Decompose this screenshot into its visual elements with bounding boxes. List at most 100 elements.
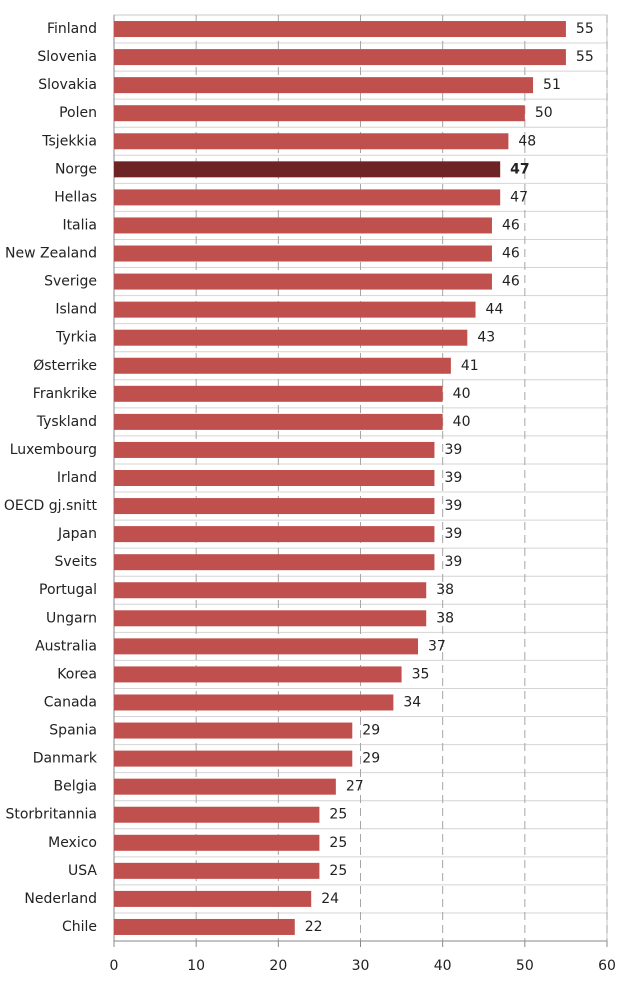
bar (114, 189, 501, 206)
bar (114, 329, 468, 346)
bar (114, 890, 312, 907)
data-label: 27 (346, 779, 364, 795)
data-label: 44 (486, 302, 504, 318)
bar (114, 834, 320, 851)
y-tick-label: Polen (59, 105, 97, 121)
x-tick-label: 10 (187, 958, 205, 974)
data-label: 34 (403, 694, 421, 710)
x-tick-label: 30 (352, 958, 370, 974)
data-label: 47 (510, 161, 529, 177)
bar (114, 694, 394, 711)
y-tick-label: Hellas (54, 189, 97, 205)
y-tick-label: Australia (35, 638, 97, 654)
x-tick-label: 60 (598, 958, 616, 974)
data-label: 43 (477, 330, 495, 346)
y-tick-label: Belgia (54, 779, 97, 795)
data-label: 39 (444, 554, 462, 570)
bar (114, 441, 435, 458)
data-label: 25 (329, 835, 347, 851)
data-label: 55 (576, 49, 594, 65)
data-label: 47 (510, 189, 528, 205)
data-label: 46 (502, 217, 520, 233)
data-label: 29 (362, 723, 380, 739)
data-label: 39 (444, 526, 462, 542)
bar (114, 217, 492, 234)
data-label: 48 (518, 133, 536, 149)
bar (114, 470, 435, 486)
data-label: 22 (305, 919, 323, 935)
data-label: 25 (329, 807, 347, 823)
y-tick-label: Danmark (33, 751, 98, 767)
bar (114, 21, 566, 38)
bar (114, 554, 435, 571)
bar (114, 357, 451, 374)
bar (114, 806, 320, 823)
y-tick-label: Portugal (39, 582, 97, 598)
bar (114, 750, 353, 767)
y-tick-label: Canada (44, 694, 97, 710)
y-tick-label: Sveits (55, 554, 97, 570)
bar (114, 49, 566, 66)
y-tick-label: Mexico (48, 835, 97, 851)
bar (114, 918, 295, 935)
y-tick-label: Østerrike (33, 358, 97, 374)
y-tick-label: Tsjekkia (41, 133, 97, 149)
y-tick-label: Tyskland (36, 414, 97, 430)
y-tick-label: Tyrkia (55, 330, 97, 346)
y-tick-label: Norge (55, 161, 97, 177)
y-tick-label: Japan (57, 526, 97, 542)
data-label: 29 (362, 751, 380, 767)
y-tick-label: Finland (47, 21, 97, 37)
x-tick-label: 0 (110, 958, 119, 974)
data-label: 46 (502, 246, 520, 262)
y-tick-label: OECD gj.snitt (4, 498, 98, 514)
data-label: 39 (444, 442, 462, 458)
y-tick-label: Slovakia (38, 77, 97, 93)
bar (114, 273, 492, 290)
y-tick-label: Frankrike (33, 386, 97, 402)
data-label: 39 (444, 470, 462, 486)
data-label: 40 (453, 414, 471, 430)
bar (114, 526, 435, 543)
x-tick-label: 50 (516, 958, 534, 974)
bar (114, 385, 443, 402)
bar (114, 413, 443, 430)
data-label: 46 (502, 274, 520, 290)
bar (114, 638, 419, 655)
y-tick-label: Sverige (44, 274, 97, 290)
y-tick-label: Luxembourg (10, 442, 97, 458)
y-tick-label: USA (68, 863, 97, 879)
bar (114, 610, 427, 627)
y-tick-label: Korea (57, 666, 97, 682)
y-tick-label: Chile (62, 919, 97, 935)
bar (114, 161, 501, 178)
y-tick-label: Island (55, 302, 97, 318)
y-tick-label: New Zealand (5, 246, 97, 262)
bar (114, 666, 402, 683)
bar (114, 778, 336, 795)
data-label: 55 (576, 21, 594, 37)
bar (114, 582, 427, 599)
bar (114, 77, 534, 94)
y-tick-label: Italia (62, 217, 97, 233)
data-label: 41 (461, 358, 479, 374)
y-tick-label: Storbritannia (5, 807, 97, 823)
x-tick-label: 20 (269, 958, 287, 974)
data-label: 38 (436, 582, 454, 598)
y-tick-label: Irland (57, 470, 97, 486)
data-label: 40 (453, 386, 471, 402)
x-tick-label: 40 (434, 958, 452, 974)
y-tick-label: Spania (49, 723, 97, 739)
bar (114, 862, 320, 879)
data-label: 39 (444, 498, 462, 514)
data-label: 35 (412, 666, 430, 682)
bar (114, 105, 525, 122)
bar (114, 498, 435, 515)
data-label: 51 (543, 77, 561, 93)
data-label: 38 (436, 610, 454, 626)
bar (114, 245, 492, 262)
data-label: 25 (329, 863, 347, 879)
bar (114, 722, 353, 739)
data-label: 50 (535, 105, 553, 121)
